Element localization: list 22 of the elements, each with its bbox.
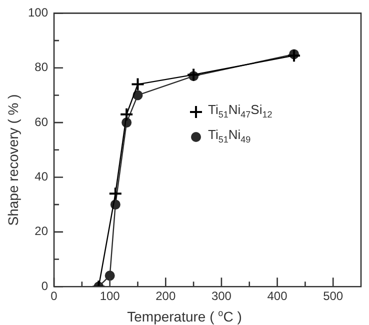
point [108, 186, 122, 201]
y-tick-label: 60 [34, 114, 48, 129]
point [130, 77, 145, 92]
x-tick-label: 200 [156, 289, 176, 304]
x-tick-label: 500 [323, 289, 344, 304]
x-tick-label: 400 [267, 289, 288, 304]
legend-label: Ti$_{51}$Ni$_{47}$Si$_{12}$ [208, 101, 272, 122]
y-tick-label: 0 [41, 278, 48, 293]
point [120, 107, 134, 122]
point [287, 48, 302, 63]
point [186, 68, 201, 82]
y-tick-label: 100 [28, 6, 48, 20]
legend-label: Ti$_{51}$Ni$_{49}$ [208, 126, 251, 146]
x-tick-label: 300 [211, 289, 232, 304]
y-tick-label: 80 [34, 60, 48, 74]
y-tick-label: 40 [34, 170, 48, 184]
point [104, 270, 115, 281]
x-axis-title: Temperature ( $^{o}$C ) [126, 307, 243, 325]
x-tick-label: 0 [50, 289, 58, 304]
y-axis-title: Shape recovery ( % ) [5, 93, 21, 228]
y-tick-label: 20 [34, 224, 48, 238]
x-tick-label: 100 [100, 289, 120, 304]
